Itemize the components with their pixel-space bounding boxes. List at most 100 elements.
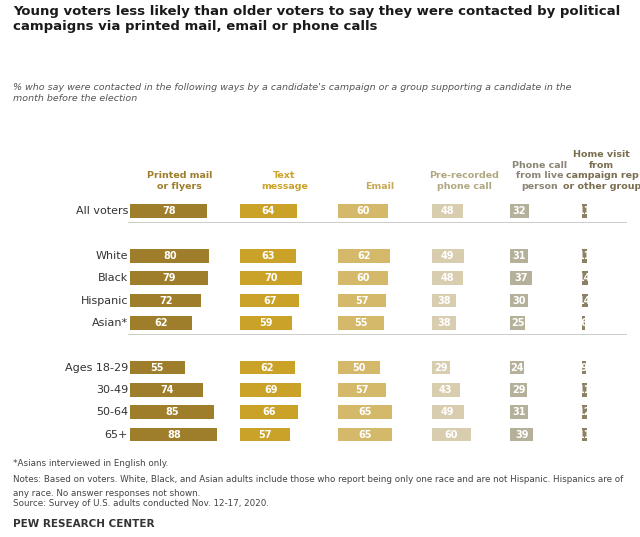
Bar	[131, 361, 185, 374]
Text: 30: 30	[512, 295, 526, 306]
Bar	[339, 294, 386, 308]
Text: Hispanic: Hispanic	[81, 295, 128, 306]
Bar	[510, 271, 532, 285]
Text: 60: 60	[356, 206, 370, 216]
Text: 65+: 65+	[104, 430, 128, 440]
Text: 30-49: 30-49	[96, 385, 128, 395]
Bar	[582, 294, 588, 308]
Text: 55: 55	[355, 318, 368, 328]
Text: 11: 11	[578, 206, 591, 216]
Text: Black: Black	[98, 273, 128, 283]
Text: *Asians interviewed in English only.: *Asians interviewed in English only.	[13, 459, 168, 468]
Bar	[339, 361, 380, 374]
Bar	[241, 316, 292, 330]
Text: 25: 25	[511, 318, 524, 328]
Bar	[339, 204, 388, 218]
Text: 65: 65	[358, 430, 372, 440]
Text: 57: 57	[355, 385, 369, 395]
Text: 48: 48	[440, 206, 454, 216]
Bar	[131, 204, 207, 218]
Bar	[510, 383, 527, 397]
Bar	[431, 294, 456, 308]
Bar	[582, 405, 587, 419]
Text: 79: 79	[163, 273, 176, 283]
Bar	[241, 271, 302, 285]
Bar	[131, 405, 214, 419]
Bar	[241, 383, 301, 397]
Bar	[510, 294, 528, 308]
Bar	[339, 271, 388, 285]
Text: 64: 64	[262, 206, 275, 216]
Bar	[510, 204, 529, 218]
Text: 31: 31	[513, 251, 526, 261]
Bar	[339, 316, 384, 330]
Text: 62: 62	[357, 251, 371, 261]
Bar	[582, 316, 584, 330]
Text: 80: 80	[163, 251, 177, 261]
Bar	[339, 249, 390, 263]
Bar	[431, 271, 463, 285]
Text: Printed mail
or flyers: Printed mail or flyers	[147, 171, 212, 191]
Text: 24: 24	[511, 362, 524, 373]
Bar	[582, 383, 586, 397]
Text: 31: 31	[513, 407, 526, 417]
Text: 14: 14	[578, 295, 592, 306]
Text: Pre-recorded
phone call: Pre-recorded phone call	[429, 171, 499, 191]
Text: 63: 63	[261, 251, 275, 261]
Bar	[241, 405, 298, 419]
Text: Email: Email	[365, 182, 394, 191]
Text: 55: 55	[150, 362, 164, 373]
Text: 29: 29	[435, 362, 448, 373]
Bar	[582, 204, 586, 218]
Text: % who say were contacted in the following ways by a candidate's campaign or a gr: % who say were contacted in the followin…	[13, 83, 572, 103]
Text: PEW RESEARCH CENTER: PEW RESEARCH CENTER	[13, 519, 154, 529]
Text: 49: 49	[441, 251, 454, 261]
Text: 88: 88	[167, 430, 180, 440]
Bar	[431, 204, 463, 218]
Text: Young voters less likely than older voters to say they were contacted by politic: Young voters less likely than older vote…	[13, 5, 620, 33]
Text: 11: 11	[578, 385, 591, 395]
Text: 12: 12	[578, 407, 591, 417]
Bar	[131, 383, 204, 397]
Bar	[510, 427, 533, 441]
Text: 70: 70	[264, 273, 278, 283]
Text: 62: 62	[261, 362, 275, 373]
Bar	[241, 249, 296, 263]
Bar	[510, 316, 525, 330]
Text: Source: Survey of U.S. adults conducted Nov. 12-17, 2020.: Source: Survey of U.S. adults conducted …	[13, 499, 269, 509]
Text: 39: 39	[515, 430, 529, 440]
Bar	[510, 249, 529, 263]
Text: 38: 38	[437, 318, 451, 328]
Bar	[241, 361, 295, 374]
Text: 67: 67	[263, 295, 276, 306]
Text: Notes: Based on voters. White, Black, and Asian adults include those who report : Notes: Based on voters. White, Black, an…	[13, 475, 623, 484]
Text: White: White	[95, 251, 128, 261]
Text: 85: 85	[166, 407, 179, 417]
Text: Asian*: Asian*	[92, 318, 128, 328]
Text: 6: 6	[580, 318, 587, 328]
Bar	[431, 405, 463, 419]
Text: 14: 14	[578, 273, 592, 283]
Bar	[241, 294, 299, 308]
Bar	[582, 249, 586, 263]
Text: 57: 57	[355, 295, 369, 306]
Text: 50-64: 50-64	[96, 407, 128, 417]
Text: Ages 18-29: Ages 18-29	[65, 362, 128, 373]
Text: 32: 32	[513, 206, 526, 216]
Bar	[339, 405, 392, 419]
Text: 49: 49	[441, 407, 454, 417]
Text: Phone call
from live
person: Phone call from live person	[512, 161, 567, 191]
Text: 62: 62	[154, 318, 168, 328]
Text: 66: 66	[262, 407, 276, 417]
Text: 11: 11	[578, 251, 591, 261]
Bar	[131, 427, 218, 441]
Text: Home visit
from
campaign rep
or other group: Home visit from campaign rep or other gr…	[563, 150, 640, 191]
Text: 38: 38	[437, 295, 451, 306]
Bar	[431, 249, 463, 263]
Text: 29: 29	[512, 385, 525, 395]
Bar	[582, 427, 586, 441]
Text: 9: 9	[580, 362, 588, 373]
Bar	[241, 204, 296, 218]
Text: 60: 60	[356, 273, 370, 283]
Bar	[131, 316, 191, 330]
